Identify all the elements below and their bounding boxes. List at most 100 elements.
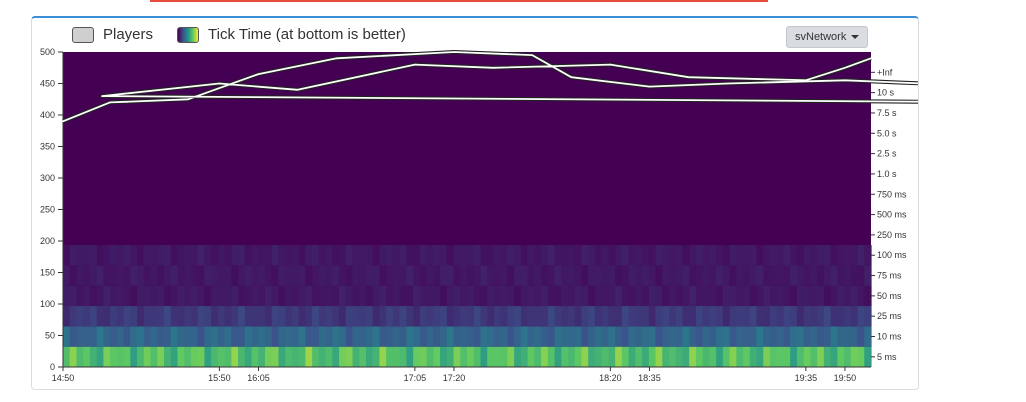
heatmap-cell — [790, 245, 798, 266]
heatmap-cell — [803, 285, 811, 307]
heatmap-cell — [675, 346, 684, 367]
heatmap-cell — [359, 326, 367, 347]
heatmap-cell — [655, 326, 663, 347]
heatmap-cell — [796, 306, 805, 327]
heatmap-cell — [770, 265, 778, 286]
heatmap-cell — [621, 265, 630, 286]
heatmap-cell — [709, 265, 717, 286]
heatmap-cell — [507, 265, 515, 286]
heatmap-cell — [581, 306, 589, 327]
heatmap-cell — [695, 306, 704, 327]
heatmap-cell — [318, 265, 327, 286]
heatmap-cell — [211, 306, 219, 327]
heatmap-cell — [345, 326, 354, 347]
heatmap-cell — [150, 326, 158, 347]
heatmap-cell — [339, 265, 347, 286]
legend-item-tick-time[interactable]: Tick Time (at bottom is better) — [177, 26, 406, 43]
heatmap-cell — [453, 346, 461, 367]
players-point — [531, 54, 533, 56]
heatmap-cell — [756, 285, 764, 307]
heatmap-cell — [379, 346, 387, 367]
metric-dropdown[interactable]: svNetwork — [786, 26, 869, 48]
heatmap-cell — [291, 245, 300, 266]
heatmap-cell — [170, 306, 179, 327]
heatmap-cell — [601, 285, 609, 307]
heatmap-cell — [527, 326, 535, 347]
heatmap-cell — [675, 326, 684, 347]
heatmap-cell — [291, 306, 300, 327]
heatmap-cell — [386, 326, 394, 347]
heatmap-cell — [83, 285, 91, 307]
heatmap-cell — [568, 326, 576, 347]
heatmap-cell — [527, 346, 535, 367]
heatmap-cell — [743, 265, 751, 286]
heatmap-cell — [561, 326, 569, 347]
heatmap-cell — [675, 306, 684, 327]
heatmap-cell — [244, 306, 253, 327]
heatmap-cell — [749, 326, 758, 347]
heatmap-cell — [305, 346, 313, 367]
heatmap-cell — [446, 245, 455, 266]
heatmap-cell — [817, 326, 825, 347]
heatmap-cell — [69, 265, 78, 286]
heatmap-cell — [244, 265, 253, 286]
heatmap-cell — [291, 326, 300, 347]
heatmap-cell — [318, 306, 327, 327]
players-swatch-icon — [72, 26, 94, 43]
heatmap-cell — [164, 285, 172, 307]
players-point — [335, 57, 338, 60]
heatmap-cell — [467, 326, 475, 347]
heatmap-cell — [830, 265, 838, 286]
heatmap-cell — [534, 346, 542, 367]
heatmap-cell — [790, 306, 798, 327]
heatmap-cell — [594, 265, 603, 286]
heatmap-cell — [837, 245, 845, 266]
heatmap-cell — [588, 265, 596, 286]
heatmap-cell — [177, 326, 185, 347]
heatmap-cell — [224, 245, 232, 266]
heatmap-cell — [655, 306, 663, 327]
heatmap-cell — [453, 245, 461, 266]
heatmap-cell — [130, 326, 138, 347]
heatmap-cell — [433, 306, 441, 327]
legend-item-players[interactable]: Players — [72, 26, 153, 43]
heatmap-cell — [352, 285, 360, 307]
heatmap-cell — [325, 265, 333, 286]
heatmap-cell — [783, 285, 791, 307]
heatmap-cell — [103, 346, 111, 367]
heatmap-cell — [386, 265, 394, 286]
heatmap-cell — [103, 265, 111, 286]
heatmap-cell — [783, 346, 791, 367]
heatmap-cell — [507, 346, 515, 367]
heatmap-cell — [857, 285, 865, 307]
heatmap-cell — [217, 326, 226, 347]
heatmap-cell — [628, 245, 636, 266]
heatmap-cell — [541, 245, 549, 266]
heatmap-cell — [325, 326, 333, 347]
heatmap-cell — [204, 245, 212, 266]
heatmap-cell — [251, 346, 259, 367]
heatmap-cell — [790, 326, 798, 347]
heatmap-cell — [190, 306, 199, 327]
heatmap-cell — [864, 245, 872, 266]
heatmap-cell — [736, 346, 744, 367]
heatmap-cell — [150, 265, 158, 286]
heatmap-cell — [588, 285, 596, 307]
players-point — [453, 51, 455, 53]
heatmap-cell — [312, 306, 320, 327]
heatmap-cell — [426, 265, 434, 286]
y-tick-label: 150 — [40, 268, 55, 278]
heatmap-cell — [372, 265, 381, 286]
heatmap-cell — [143, 346, 152, 367]
heatmap-cell — [844, 285, 852, 307]
heatmap-cell — [143, 265, 152, 286]
heatmap-cell — [291, 346, 300, 367]
heatmap-cell — [500, 306, 508, 327]
heatmap-cell — [621, 346, 630, 367]
heatmap-cell — [729, 326, 737, 347]
heatmap-cell — [810, 245, 818, 266]
heatmap-cell — [716, 326, 724, 347]
heatmap-cell — [487, 346, 495, 367]
heatmap-cell — [554, 306, 562, 327]
heatmap-cell — [770, 326, 778, 347]
